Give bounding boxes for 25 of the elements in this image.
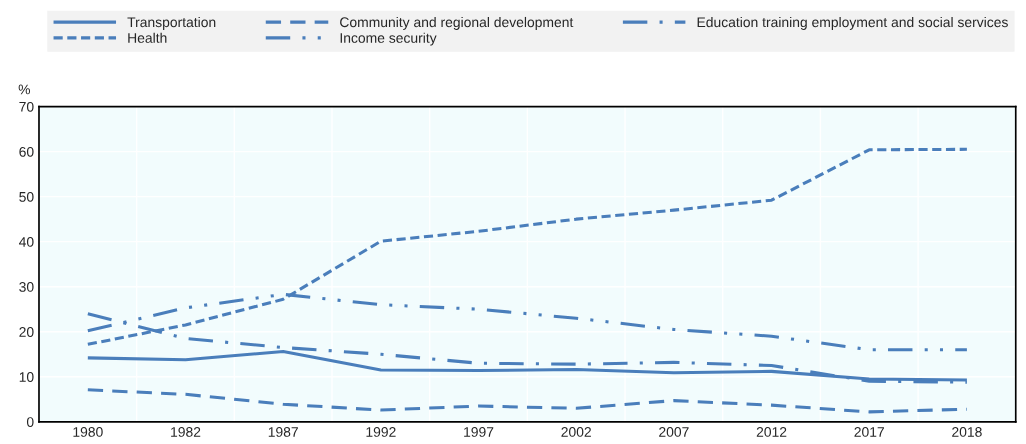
y-tick-label: 10 [19, 372, 34, 382]
x-tick-label: 1987 [268, 427, 298, 437]
x-tick-label: 2018 [952, 427, 982, 437]
legend-label: Community and regional development [340, 16, 574, 30]
y-tick-label: 70 [19, 101, 34, 112]
x-tick-label: 1982 [171, 427, 201, 437]
y-tick-label: 20 [19, 327, 34, 337]
y-tick-label: 50 [19, 191, 34, 202]
x-tick-label: 1980 [73, 427, 103, 437]
line-series [86, 388, 969, 414]
legend-label: Transportation [127, 16, 216, 30]
y-tick-label: 40 [19, 237, 34, 247]
x-tick-label: 1997 [464, 427, 494, 437]
legend-label: Education training employment and social services [697, 16, 1008, 30]
x-tick-label: 2017 [854, 427, 884, 437]
x-tick-label: 2012 [756, 427, 787, 437]
y-tick-label: 30 [19, 282, 34, 292]
legend-label: Health [128, 32, 167, 43]
y-tick-label: 0 [26, 417, 34, 427]
x-tick-label: 2002 [561, 427, 591, 437]
x-tick-label: 1992 [366, 427, 396, 437]
y-tick-label: 60 [19, 146, 34, 157]
x-tick-label: 2007 [659, 427, 689, 437]
y-axis-title: % [18, 84, 31, 95]
legend-label: Income security [340, 32, 437, 46]
